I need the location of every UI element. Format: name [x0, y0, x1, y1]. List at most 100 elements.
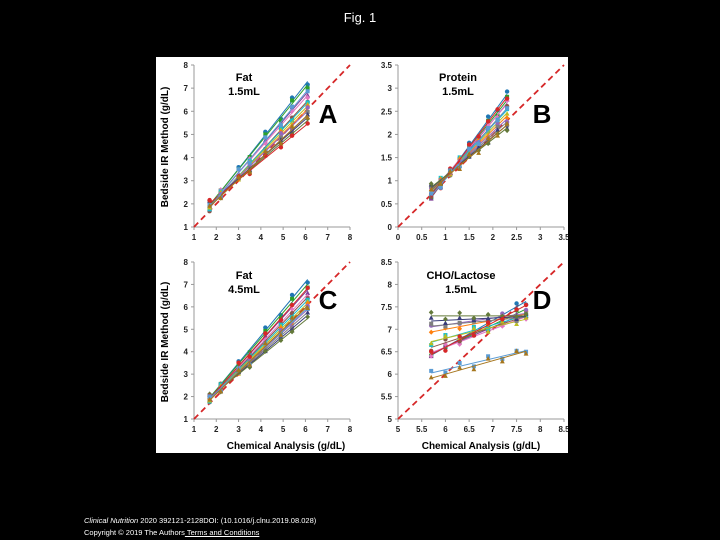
data-point — [514, 321, 519, 326]
data-point — [457, 364, 463, 370]
data-point — [443, 324, 448, 329]
data-point — [523, 307, 529, 313]
x-tick-label: 5.5 — [416, 425, 428, 434]
data-point — [262, 148, 268, 154]
x-tick-label: 6.5 — [464, 425, 476, 434]
data-point — [278, 337, 284, 343]
y-tick-label: 2 — [388, 130, 393, 139]
data-point — [247, 354, 252, 359]
y-tick-label: 5 — [184, 325, 189, 334]
data-point — [438, 181, 444, 186]
data-point — [443, 333, 448, 338]
series-13 — [429, 302, 529, 356]
data-point — [471, 333, 477, 338]
citation-footer: Clinical Nutrition 2020 392121-2128DOI: … — [84, 515, 317, 537]
y-tick-label: 6 — [388, 370, 393, 379]
regression-line — [431, 315, 527, 348]
data-point — [485, 135, 491, 141]
regression-line — [209, 84, 309, 206]
data-point — [428, 186, 434, 192]
data-point — [290, 98, 295, 103]
data-point — [305, 305, 311, 310]
x-tick-label: 2 — [214, 425, 219, 434]
x-tick-label: 7.5 — [511, 425, 523, 434]
y-tick-label: 0.5 — [381, 200, 393, 209]
data-point — [305, 280, 310, 285]
data-point — [514, 301, 519, 306]
y-tick-label: 8 — [184, 258, 189, 267]
y-tick-label: 3.5 — [381, 61, 393, 70]
panel-title: Fat — [236, 72, 253, 84]
series-12 — [428, 309, 529, 322]
x-tick-label: 0.5 — [416, 233, 428, 242]
panel-subtitle: 1.5mL — [228, 86, 260, 98]
y-tick-label: 2.5 — [381, 107, 393, 116]
x-tick-label: 1.5 — [464, 233, 476, 242]
y-tick-label: 1 — [388, 177, 393, 186]
y-tick-label: 1 — [184, 223, 189, 232]
data-point — [476, 141, 481, 146]
data-point — [278, 325, 284, 331]
data-point — [514, 307, 519, 312]
x-tick-label: 0 — [396, 233, 401, 242]
data-point — [504, 89, 510, 94]
x-tick-label: 3.5 — [558, 233, 568, 242]
data-point — [428, 329, 434, 335]
series-14 — [429, 348, 529, 375]
panel-title: CHO/Lactose — [426, 270, 495, 282]
y-tick-label: 5 — [388, 415, 393, 424]
data-point — [429, 321, 434, 326]
citation-doi: 2020 392121-2128DOI: (10.1016/j.clnu.201… — [138, 516, 317, 525]
data-point — [289, 123, 295, 129]
data-point — [236, 367, 241, 372]
series-15 — [207, 305, 311, 402]
x-tick-label: 8 — [348, 425, 353, 434]
data-point — [263, 325, 268, 330]
data-point — [428, 181, 434, 187]
data-point — [466, 142, 472, 147]
data-point — [505, 106, 510, 111]
data-point — [485, 315, 491, 321]
data-point — [305, 95, 311, 101]
data-point — [305, 314, 311, 320]
regression-line — [209, 89, 309, 208]
x-tick-label: 1 — [443, 233, 448, 242]
data-point — [471, 315, 477, 321]
x-tick-label: 8 — [348, 233, 353, 242]
data-point — [485, 114, 491, 119]
x-tick-label: 5 — [281, 233, 286, 242]
data-point — [495, 107, 500, 112]
y-tick-label: 1 — [184, 415, 189, 424]
x-tick-label: 5 — [396, 425, 401, 434]
panel-d: 5 5.5 6 6.5 7 7.5 8 8.5 5 5.5 6 6.5 7 7.5 8 8.5 CHO/Lact… — [381, 258, 568, 434]
data-point — [504, 111, 510, 116]
data-point — [289, 133, 295, 138]
terms-and-conditions-link[interactable]: Terms and Conditions — [184, 528, 260, 537]
x-tick-label: 6 — [303, 233, 308, 242]
data-point — [429, 349, 434, 354]
data-point — [263, 132, 268, 137]
y-tick-label: 8 — [388, 280, 393, 289]
y-tick-label: 3 — [184, 370, 189, 379]
data-point — [278, 122, 283, 127]
data-point — [443, 320, 448, 326]
identity-line — [397, 261, 565, 420]
data-point — [263, 153, 268, 158]
data-point — [438, 185, 443, 190]
y-tick-label: 2 — [184, 200, 189, 209]
regression-line — [209, 114, 308, 207]
data-point — [457, 320, 462, 325]
copyright-text: Copyright © 2019 The Authors — [84, 528, 185, 537]
data-point — [443, 348, 448, 353]
series-15 — [428, 348, 529, 380]
data-point — [429, 191, 434, 196]
data-point — [504, 120, 510, 126]
series-15 — [428, 120, 510, 192]
data-point — [523, 311, 529, 317]
panel-letter: B — [533, 99, 552, 129]
data-point — [289, 292, 295, 298]
data-point — [236, 360, 241, 365]
regression-line — [431, 316, 527, 322]
data-point — [428, 309, 434, 315]
data-point — [514, 319, 519, 324]
